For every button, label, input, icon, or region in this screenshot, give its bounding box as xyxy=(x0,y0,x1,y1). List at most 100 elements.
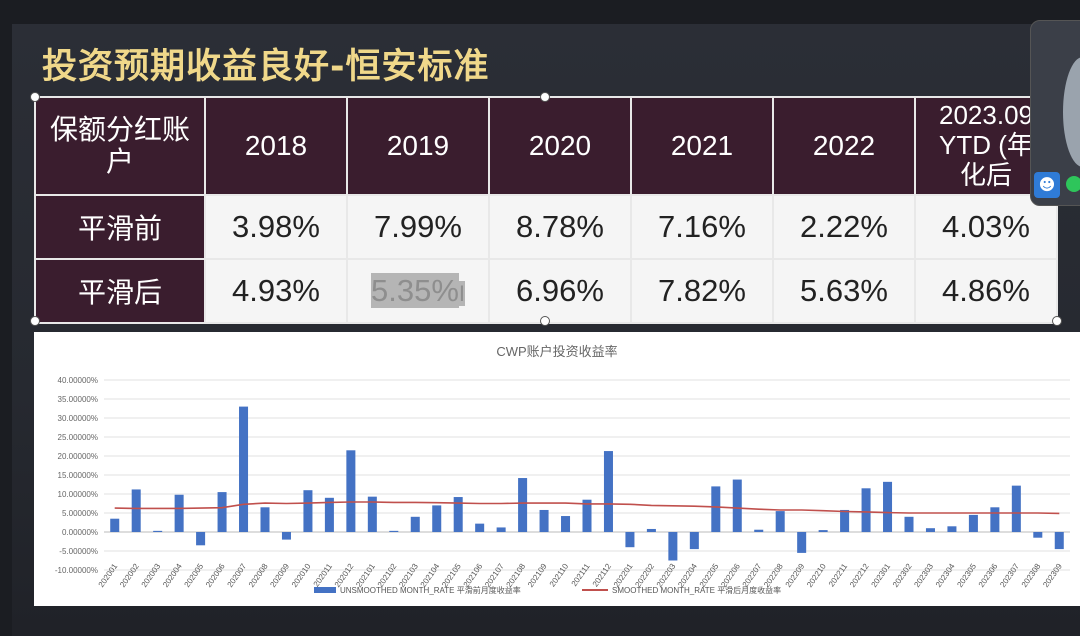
value-cell[interactable]: 4.86% xyxy=(914,258,1058,324)
bar xyxy=(711,486,721,532)
x-tick-label: 202303 xyxy=(912,562,935,589)
mic-status-icon[interactable] xyxy=(1066,176,1080,192)
bar xyxy=(518,478,528,532)
x-tick-label: 202110 xyxy=(548,562,571,589)
resize-handle[interactable] xyxy=(1052,316,1062,326)
row-label: 平滑后 xyxy=(34,258,206,324)
bar xyxy=(260,507,270,532)
x-tick-label: 202306 xyxy=(977,562,1000,589)
resize-handle[interactable] xyxy=(30,316,40,326)
value-cell[interactable]: 3.98% xyxy=(204,194,348,260)
value-cell[interactable]: 8.78% xyxy=(488,194,632,260)
bar xyxy=(904,516,914,532)
y-tick-label: 5.00000% xyxy=(62,509,98,518)
resize-handle[interactable] xyxy=(540,92,550,102)
year-cell: 2019 xyxy=(346,96,490,196)
legend-label: UNSMOOTHED MONTH_RATE 平滑前月度收益率 xyxy=(340,585,521,595)
x-tick-label: 202105 xyxy=(440,562,463,589)
slide-title: 投资预期收益良好-恒安标准 xyxy=(42,47,490,87)
x-tick-label: 202208 xyxy=(762,562,785,589)
x-tick-label: 202112 xyxy=(591,562,614,589)
bar xyxy=(196,532,206,546)
bar xyxy=(1054,532,1064,550)
selected-text[interactable]: 5.35% xyxy=(370,273,459,308)
bar xyxy=(732,479,742,532)
x-tick-label: 202204 xyxy=(676,562,699,589)
slide: 投资预期收益良好-恒安标准 保额分红账户 2018 2019 2020 2021… xyxy=(12,24,1080,636)
y-tick-label: 30.00000% xyxy=(58,414,98,423)
value-cell[interactable]: 7.82% xyxy=(630,258,774,324)
bar xyxy=(947,526,957,532)
chart-svg: CWP账户投资收益率 40.00000% 35.00000% 30.00000% 25… xyxy=(55,344,1070,595)
y-tick-label: -10.00000% xyxy=(55,566,98,575)
bar xyxy=(324,497,334,532)
bar xyxy=(174,494,184,532)
bar xyxy=(110,518,120,532)
x-tick-label: 202004 xyxy=(161,562,184,589)
x-tick-label: 202211 xyxy=(827,562,850,589)
value-cell[interactable]: 7.16% xyxy=(630,194,774,260)
row-label: 平滑前 xyxy=(34,194,206,260)
x-tick-label: 202209 xyxy=(784,562,807,589)
x-tick-label: 202005 xyxy=(183,562,206,589)
x-tick-label: 202104 xyxy=(419,562,442,589)
x-tick-label: 202010 xyxy=(290,562,313,589)
value-cell[interactable]: 4.03% xyxy=(914,194,1058,260)
bar xyxy=(1033,532,1043,538)
bar xyxy=(582,499,592,532)
value-cell[interactable]: 2.22% xyxy=(772,194,916,260)
value-cell[interactable]: 7.99% xyxy=(346,194,490,260)
selected-value-cell[interactable]: 5.35%I xyxy=(346,258,490,324)
returns-table[interactable]: 保额分红账户 2018 2019 2020 2021 2022 2023.09Y… xyxy=(34,96,1058,324)
bar xyxy=(539,509,549,532)
x-tick-label: 202012 xyxy=(333,562,356,589)
x-tick-label: 202001 xyxy=(97,562,120,589)
table-header-row: 保额分红账户 2018 2019 2020 2021 2022 2023.09Y… xyxy=(34,96,1058,196)
legend-label: SMOOTHED MONTH_RATE 平滑后月度收益率 xyxy=(612,585,781,595)
user-icon[interactable]: ☻ xyxy=(1034,172,1060,198)
x-tick-label: 202107 xyxy=(483,562,506,589)
year-cell: 2021 xyxy=(630,96,774,196)
x-tick-label: 202302 xyxy=(891,562,914,589)
value-cell[interactable]: 6.96% xyxy=(488,258,632,324)
x-tick-label: 202212 xyxy=(848,562,871,589)
resize-handle[interactable] xyxy=(30,92,40,102)
x-tick-label: 202309 xyxy=(1041,562,1064,589)
x-tick-label: 202210 xyxy=(805,562,828,589)
resize-handle[interactable] xyxy=(540,316,550,326)
x-tick-label: 202006 xyxy=(204,562,227,589)
x-tick-label: 202102 xyxy=(376,562,399,589)
y-tick-label: 0.00000% xyxy=(62,528,98,537)
bar xyxy=(668,532,678,561)
x-tick-label: 202205 xyxy=(698,562,721,589)
x-tick-label: 202103 xyxy=(397,562,420,589)
x-tick-label: 202206 xyxy=(719,562,742,589)
bar xyxy=(389,530,399,532)
chart-title: CWP账户投资收益率 xyxy=(496,344,617,359)
bar xyxy=(840,509,850,532)
bar xyxy=(239,406,249,532)
table-row: 平滑后 4.93% 5.35%I 6.96% 7.82% 5.63% 4.86% xyxy=(34,258,1058,324)
x-tick-label: 202011 xyxy=(312,562,335,589)
bar xyxy=(883,481,893,532)
participant-avatar xyxy=(1063,57,1080,167)
x-tick-label: 202106 xyxy=(462,562,485,589)
bar xyxy=(968,514,978,532)
y-tick-label: 20.00000% xyxy=(58,452,98,461)
bar xyxy=(689,532,699,550)
bar xyxy=(131,489,141,532)
bar xyxy=(990,507,1000,532)
bar xyxy=(281,532,291,540)
bar xyxy=(432,505,442,532)
value-cell[interactable]: 5.63% xyxy=(772,258,916,324)
bar xyxy=(797,532,807,553)
x-tick-label: 202207 xyxy=(741,562,764,589)
bar xyxy=(346,450,356,532)
smoothed-line xyxy=(114,501,1060,515)
value-cell[interactable]: 4.93% xyxy=(204,258,348,324)
bar xyxy=(818,530,828,532)
bar xyxy=(367,496,377,532)
bar xyxy=(410,516,420,532)
bar xyxy=(475,523,485,532)
bar xyxy=(303,490,313,532)
